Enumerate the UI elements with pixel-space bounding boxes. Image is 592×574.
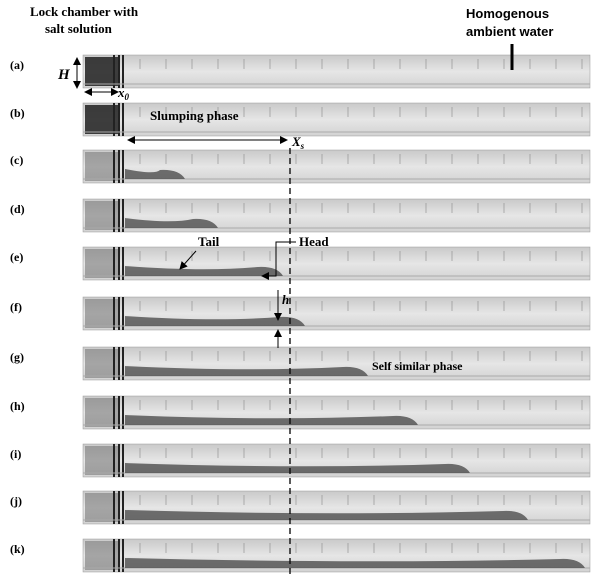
phase-label: Slumping phase — [150, 108, 239, 123]
panel-label: (e) — [10, 250, 23, 264]
gate — [122, 347, 124, 380]
panel-label: (i) — [10, 447, 21, 461]
gate — [113, 396, 115, 429]
symbol-sub: s — [300, 141, 305, 151]
gate — [122, 491, 124, 524]
gate — [118, 199, 120, 232]
symbol-sub: 0 — [125, 92, 130, 102]
gate — [118, 539, 120, 572]
header-label: ambient water — [466, 24, 553, 39]
gate — [122, 199, 124, 232]
symbol: H — [57, 67, 71, 83]
gate — [118, 297, 120, 330]
gate — [122, 396, 124, 429]
gate — [118, 55, 120, 88]
panel-label: (c) — [10, 153, 23, 167]
photo-strip — [83, 55, 590, 88]
header-label: salt solution — [45, 21, 113, 36]
gate — [122, 539, 124, 572]
gate — [118, 396, 120, 429]
label: Head — [299, 234, 329, 249]
gate — [113, 539, 115, 572]
annotations: Lock chamber with salt solution Homogeno… — [30, 4, 553, 574]
gate — [113, 199, 115, 232]
symbol-base: X — [291, 134, 301, 149]
gate — [118, 491, 120, 524]
header-label: Homogenous — [466, 6, 549, 21]
gate — [122, 55, 124, 88]
gate — [122, 150, 124, 183]
panel-label: (b) — [10, 106, 25, 120]
gate — [113, 55, 115, 88]
panel-label: (a) — [10, 58, 24, 72]
gate — [113, 491, 115, 524]
header-label: Lock chamber with — [30, 4, 139, 19]
gate — [113, 444, 115, 477]
gate — [113, 297, 115, 330]
gate — [122, 297, 124, 330]
gate — [122, 103, 124, 136]
label: Tail — [198, 234, 220, 249]
symbol: Xs — [291, 134, 305, 151]
gate — [122, 247, 124, 280]
panel-label: (h) — [10, 399, 25, 413]
gate — [118, 247, 120, 280]
gate — [122, 444, 124, 477]
panel-label: (k) — [10, 542, 25, 556]
symbol: h — [282, 292, 289, 307]
panel-label: (g) — [10, 350, 24, 364]
gate — [118, 347, 120, 380]
gate — [113, 103, 115, 136]
panel-label: (f) — [10, 300, 22, 314]
gate — [118, 103, 120, 136]
gate — [118, 150, 120, 183]
panels: (a) (b) (c) (d) (e) (f) (g) (h) (i) (j) (k) — [10, 55, 590, 572]
gate — [118, 444, 120, 477]
panel-label: (d) — [10, 202, 25, 216]
gate — [113, 247, 115, 280]
page: (a) (b) (c) (d) (e) (f) (g) (h) (i) (j) (k) Lock c… — [0, 0, 592, 574]
gate — [113, 347, 115, 380]
figure: (a) (b) (c) (d) (e) (f) (g) (h) (i) (j) (k) Lock c… — [0, 0, 592, 574]
gate — [113, 150, 115, 183]
phase-label: Self similar phase — [372, 359, 463, 373]
panel-label: (j) — [10, 494, 22, 508]
